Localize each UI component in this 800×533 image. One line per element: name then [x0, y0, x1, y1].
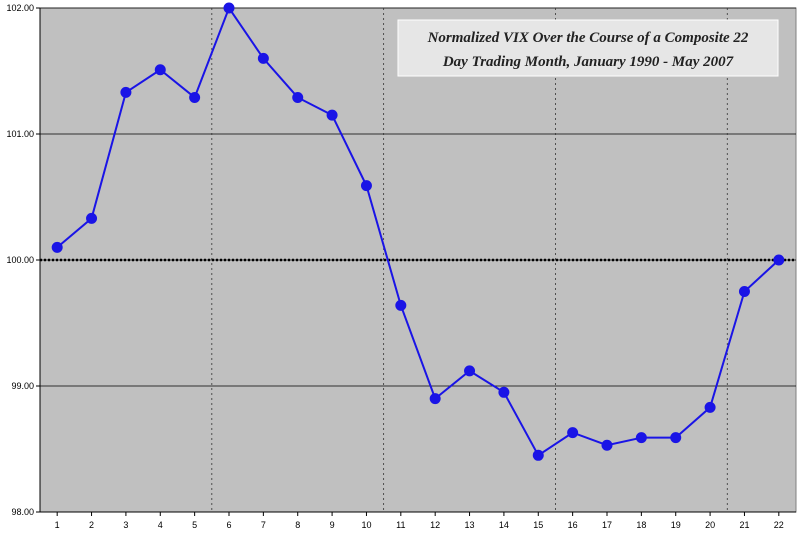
data-point	[292, 91, 304, 103]
x-tick-label: 14	[499, 520, 509, 530]
data-point	[498, 386, 510, 398]
x-tick-label: 4	[158, 520, 163, 530]
x-tick-label: 6	[226, 520, 231, 530]
x-tick-label: 8	[295, 520, 300, 530]
y-tick-label: 101.00	[6, 129, 34, 139]
data-point	[532, 449, 544, 461]
data-point	[395, 299, 407, 311]
data-point	[635, 432, 647, 444]
data-point	[223, 2, 235, 14]
series-line	[56, 5, 780, 457]
x-tick-label: 3	[123, 520, 128, 530]
x-tick-label: 13	[465, 520, 475, 530]
data-point	[86, 212, 98, 224]
x-tick-label: 2	[89, 520, 94, 530]
data-point	[704, 401, 716, 413]
data-point	[429, 393, 441, 405]
data-point	[773, 254, 785, 266]
y-tick-label: 102.00	[6, 3, 34, 13]
data-point	[326, 109, 338, 121]
x-tick-label: 15	[533, 520, 543, 530]
x-tick-label: 16	[568, 520, 578, 530]
data-point	[154, 64, 166, 76]
x-tick-label: 19	[671, 520, 681, 530]
data-point	[601, 439, 613, 451]
data-point	[189, 91, 201, 103]
y-tick-label: 100.00	[6, 255, 34, 265]
data-point	[670, 432, 682, 444]
data-point	[567, 427, 579, 439]
x-tick-label: 17	[602, 520, 612, 530]
data-point	[360, 180, 372, 192]
x-tick-label: 18	[636, 520, 646, 530]
x-tick-label: 5	[192, 520, 197, 530]
y-tick-label: 98.00	[11, 507, 34, 517]
data-point	[464, 365, 476, 377]
chart-title-line: Day Trading Month, January 1990 - May 20…	[442, 54, 734, 70]
x-tick-label: 21	[739, 520, 749, 530]
x-tick-label: 1	[55, 520, 60, 530]
title-box	[397, 19, 779, 77]
data-point	[51, 241, 63, 253]
data-point	[120, 86, 132, 98]
x-tick-label: 20	[705, 520, 715, 530]
x-tick-label: 11	[396, 520, 405, 530]
x-tick-label: 22	[774, 520, 784, 530]
x-tick-label: 9	[330, 520, 335, 530]
x-tick-label: 10	[361, 520, 371, 530]
data-point	[257, 52, 269, 64]
chart-title-line: Normalized VIX Over the Course of a Comp…	[427, 30, 749, 46]
y-tick-label: 99.00	[11, 381, 34, 391]
x-tick-label: 12	[430, 520, 440, 530]
x-tick-label: 7	[261, 520, 266, 530]
data-point	[738, 286, 750, 297]
